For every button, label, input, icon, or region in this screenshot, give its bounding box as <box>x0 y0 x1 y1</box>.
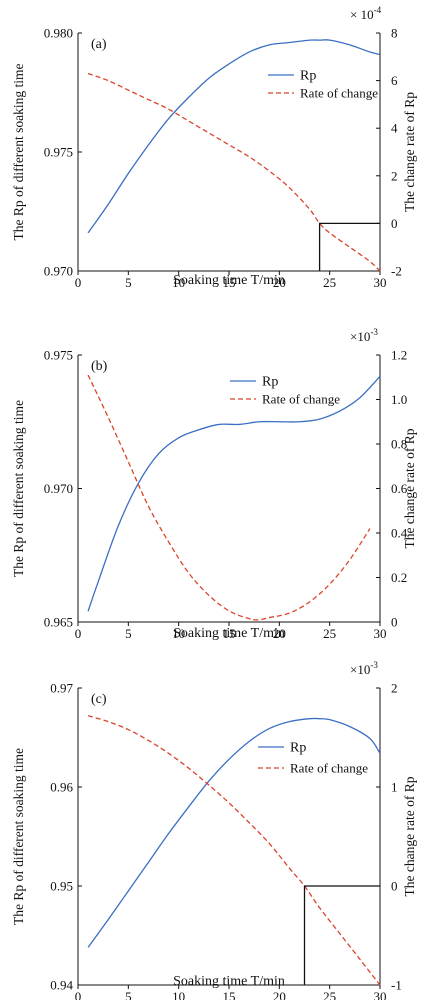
right-y-tick-label: 0.6 <box>391 481 408 496</box>
left-y-tick-label: 0.980 <box>44 26 73 41</box>
x-tick-label: 0 <box>75 275 82 290</box>
panel-label: (a) <box>91 37 107 52</box>
x-tick-label: 10 <box>172 989 185 1000</box>
chart-panel: 0 5 10 15 20 25 30 0.94 0.95 0.96 0.97 -1 0 1 2 ×10-3 (c… <box>11 660 417 1000</box>
left-y-tick-label: 0.970 <box>44 264 73 279</box>
x-tick-label: 15 <box>223 626 236 641</box>
right-y-tick-label: 0 <box>391 615 398 630</box>
x-tick-label: 5 <box>125 626 132 641</box>
right-y-tick-label: -1 <box>391 978 402 993</box>
x-tick-label: 0 <box>75 989 82 1000</box>
x-tick-label: 10 <box>172 626 185 641</box>
left-y-tick-label: 0.97 <box>50 681 73 696</box>
x-tick-label: 25 <box>323 989 336 1000</box>
zero-crossing-marker <box>318 222 380 271</box>
right-y-axis-label: The change rate of Rp <box>402 92 417 212</box>
rp-series-line <box>87 717 381 948</box>
right-y-tick-label: 1 <box>391 780 398 795</box>
x-tick-label: 0 <box>75 626 82 641</box>
right-axis-multiplier: × 10-4 <box>350 5 382 22</box>
x-tick-label: 20 <box>273 275 286 290</box>
right-y-tick-label: 2 <box>391 168 398 183</box>
legend-label: Rate of change <box>290 761 368 776</box>
left-y-tick-label: 0.95 <box>50 879 73 894</box>
chart-panel: 0 5 10 15 20 25 30 0.965 0.970 0.975 0 0.2 0.4 0.6 0.8… <box>11 327 417 641</box>
x-tick-label: 10 <box>172 275 185 290</box>
left-y-axis-label: The Rp of different soaking time <box>11 748 26 925</box>
right-y-tick-label: 0 <box>391 879 398 894</box>
x-tick-label: 5 <box>125 989 132 1000</box>
x-tick-label: 20 <box>273 626 286 641</box>
right-y-axis-label: The change rate of Rp <box>402 428 417 548</box>
right-y-tick-label: -2 <box>391 264 402 279</box>
right-axis-multiplier: ×10-3 <box>350 660 378 677</box>
x-tick-label: 30 <box>374 275 387 290</box>
rp-series-line <box>87 39 381 234</box>
left-y-tick-label: 0.94 <box>50 978 73 993</box>
left-y-axis-label: The Rp of different soaking time <box>11 400 26 577</box>
panel-label: (c) <box>91 692 107 707</box>
legend-label: Rp <box>262 375 278 390</box>
x-tick-label: 30 <box>374 626 387 641</box>
right-y-tick-label: 0.8 <box>391 437 407 452</box>
right-y-axis-label: The change rate of Rp <box>402 776 417 896</box>
right-y-tick-label: 0 <box>391 216 398 231</box>
right-y-tick-label: 1.2 <box>391 348 407 363</box>
left-y-tick-label: 0.965 <box>44 615 73 630</box>
rate-of-change-series-line <box>87 715 381 986</box>
x-tick-label: 15 <box>223 989 236 1000</box>
legend-label: Rp <box>290 741 306 756</box>
rate-of-change-series-line <box>87 374 371 621</box>
legend-label: Rate of change <box>262 392 340 407</box>
x-tick-label: 25 <box>323 626 336 641</box>
x-tick-label: 25 <box>323 275 336 290</box>
rp-series-line <box>87 375 381 612</box>
zero-crossing-marker <box>303 885 380 985</box>
x-axis-label: Soaking time T/min <box>173 273 285 288</box>
x-tick-label: 30 <box>374 989 387 1000</box>
left-y-axis-label: The Rp of different soaking time <box>11 63 26 240</box>
x-axis-label: Soaking time T/min <box>173 974 285 989</box>
right-y-tick-label: 0.2 <box>391 570 407 585</box>
right-y-tick-label: 0.4 <box>391 526 408 541</box>
legend-label: Rate of change <box>300 86 378 101</box>
x-tick-label: 5 <box>125 275 132 290</box>
right-y-tick-label: 8 <box>391 26 398 41</box>
right-axis-multiplier: ×10-3 <box>350 327 378 344</box>
right-y-tick-label: 4 <box>391 121 398 136</box>
x-tick-label: 20 <box>273 989 286 1000</box>
right-y-tick-label: 1.0 <box>391 392 407 407</box>
left-y-tick-label: 0.96 <box>50 780 73 795</box>
panel-label: (b) <box>91 359 108 374</box>
right-y-tick-label: 6 <box>391 73 398 88</box>
x-tick-label: 15 <box>223 275 236 290</box>
left-y-tick-label: 0.970 <box>44 481 73 496</box>
x-axis-label: Soaking time T/min <box>173 626 285 641</box>
legend-label: Rp <box>300 69 316 84</box>
left-y-tick-label: 0.975 <box>44 348 73 363</box>
left-y-tick-label: 0.975 <box>44 145 73 160</box>
rate-of-change-series-line <box>87 72 381 272</box>
chart-panel: 0 5 10 15 20 25 30 0.970 0.975 0.980 -2 0 2 4 6 8 × 10-4… <box>11 5 417 290</box>
right-y-tick-label: 2 <box>391 681 398 696</box>
